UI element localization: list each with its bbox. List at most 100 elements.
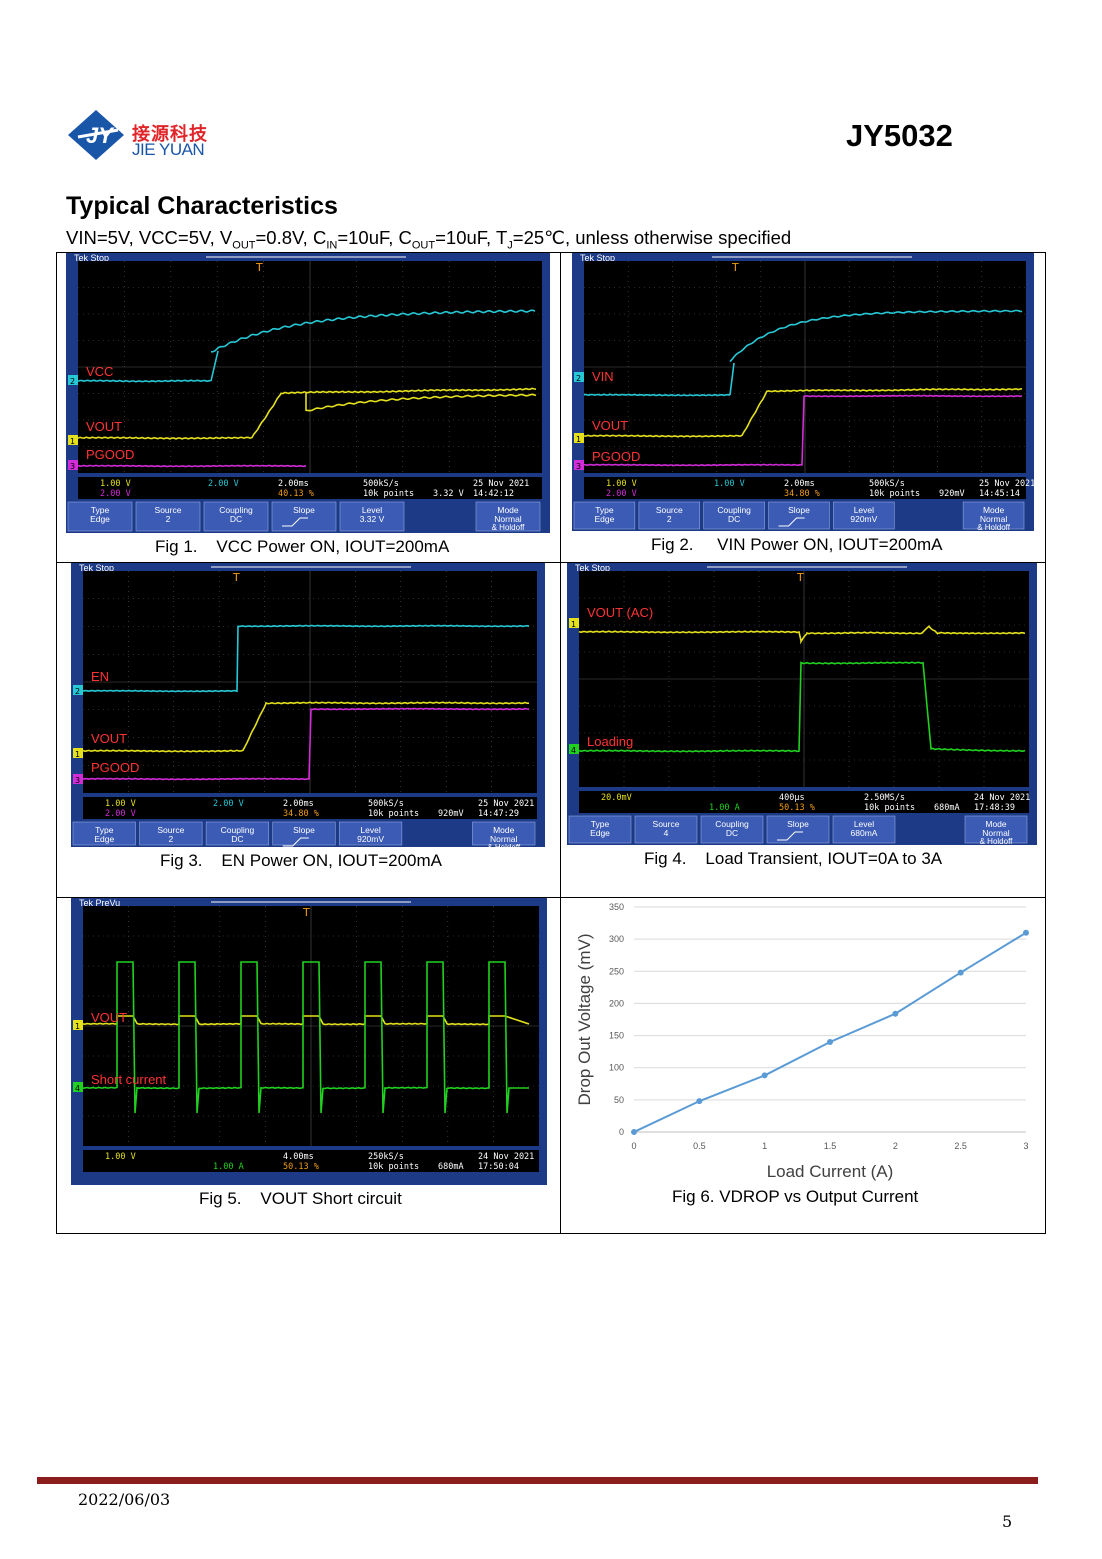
scope-screenshot-fig2: Tek Stop T 2 1 3 VIN VOUT PGOOD 1.00 V 2.00 V 1.00… xyxy=(572,253,1034,531)
menu-label: Coupling xyxy=(717,505,751,515)
menu-value: Edge xyxy=(90,514,110,524)
y-tick-label: 50 xyxy=(614,1095,624,1105)
status-bar xyxy=(78,477,542,499)
menu-value: Normal xyxy=(490,834,518,844)
series-line xyxy=(633,931,1027,1133)
trace-label: VOUT xyxy=(86,419,122,434)
ch1-scale: 1.00 V xyxy=(105,799,136,809)
menu-label: Type xyxy=(91,505,110,515)
data-point xyxy=(892,1010,899,1017)
channel-marker-icon xyxy=(73,1020,83,1030)
trace-label: EN xyxy=(91,669,109,684)
channel-marker-icon xyxy=(68,375,78,385)
trigger-level: 920mV xyxy=(438,809,464,819)
menu-value: 2 xyxy=(166,514,171,524)
menu-label: Coupling xyxy=(219,505,253,515)
waveform-trace xyxy=(82,701,529,753)
acq-date: 25 Nov 2021 xyxy=(478,799,534,809)
channel-marker-icon xyxy=(73,1082,83,1092)
record-length: 10k points xyxy=(363,489,414,499)
menu-label: Type xyxy=(591,819,610,829)
ch1-scale: 1.00 V xyxy=(105,1152,136,1162)
menu-button xyxy=(638,501,701,530)
ch3-scale: 2.00 V xyxy=(606,489,637,499)
trigger-marker-icon: T xyxy=(796,571,804,584)
table-divider xyxy=(56,562,1046,563)
ch1-scale: 1.00 V xyxy=(100,479,131,489)
status-bar xyxy=(83,797,537,819)
channel-number: 1 xyxy=(75,1022,80,1031)
channel-number: 1 xyxy=(70,437,75,446)
trace-label: VOUT (AC) xyxy=(587,605,653,620)
timebase: 2.00ms xyxy=(278,479,309,489)
channel-number: 1 xyxy=(576,435,581,444)
x-tick-label: 1.5 xyxy=(824,1141,837,1151)
vdrop-chart: 0 50 100 150 200 250 300 350 0 0.5 1 1.5 2 2.5 3 Load C… xyxy=(575,902,1029,1181)
trace-label: Loading xyxy=(587,734,633,749)
menu-button xyxy=(766,815,830,844)
record-length: 10k points xyxy=(864,803,915,813)
waveform-trace xyxy=(305,393,537,412)
channel-marker-icon xyxy=(68,435,78,445)
menu-label: Mode xyxy=(983,505,1005,515)
table-divider xyxy=(560,252,561,1234)
menu-value: 920mV xyxy=(357,834,384,844)
x-tick-label: 2.5 xyxy=(954,1141,967,1151)
record-length: 10k points xyxy=(368,809,419,819)
timebase: 400µs xyxy=(779,793,805,803)
menu-label: Source xyxy=(155,505,182,515)
trigger-level: 920mV xyxy=(939,489,965,499)
menu-label: Type xyxy=(595,505,614,515)
channel-number: 1 xyxy=(75,750,80,759)
menu-value: DC xyxy=(230,514,242,524)
acq-date: 24 Nov 2021 xyxy=(974,793,1030,803)
trigger-position: 50.13 % xyxy=(779,803,815,813)
status-bar xyxy=(584,477,1026,499)
figure-caption: Fig 3. EN Power ON, IOUT=200mA xyxy=(160,851,443,870)
company-name-en: JIE YUAN xyxy=(132,140,205,159)
sample-rate: 500kS/s xyxy=(869,479,905,489)
x-tick-label: 3 xyxy=(1023,1141,1028,1151)
scope-screenshot-fig4: Tek Stop T 1 4 VOUT (AC) Loading 20.0mV 1.00 A 4… xyxy=(567,563,1037,845)
record-length: 10k points xyxy=(869,489,920,499)
menu-value: Normal xyxy=(494,514,522,524)
data-point xyxy=(631,1129,637,1135)
ch2-scale: 2.00 V xyxy=(213,799,244,809)
timebase: 2.00ms xyxy=(784,479,815,489)
channel-number: 1 xyxy=(571,620,576,629)
scope-status: Tek Stop xyxy=(74,253,110,263)
scope-status: Tek PreVu xyxy=(79,898,121,908)
figure-caption: Fig 1. VCC Power ON, IOUT=200mA xyxy=(155,537,450,556)
menu-label: Level xyxy=(854,819,874,829)
waveform-trace xyxy=(578,625,1026,645)
menu-button xyxy=(568,815,632,844)
menu-button xyxy=(139,821,203,846)
ch2-scale: 1.00 V xyxy=(714,479,745,489)
y-tick-label: 200 xyxy=(609,998,624,1008)
company-name-cn: 接源科技 xyxy=(132,124,208,145)
x-tick-label: 2 xyxy=(893,1141,898,1151)
menu-label: Mode xyxy=(497,505,519,515)
acq-date: 24 Nov 2021 xyxy=(478,1152,534,1162)
trigger-level: 680mA xyxy=(934,803,960,813)
page-number: 5 xyxy=(1002,1512,1013,1531)
trigger-position: 40.13 % xyxy=(278,489,314,499)
scope-screenshot-fig3: Tek Stop T 2 1 3 EN VOUT PGOOD 1.00 V 2.00 V 2.00 … xyxy=(71,563,545,847)
menu-button xyxy=(338,821,403,846)
y-tick-label: 150 xyxy=(609,1031,624,1041)
menu-value: 2 xyxy=(667,514,672,524)
menu-button xyxy=(271,501,337,532)
trigger-marker-icon: T xyxy=(302,906,310,919)
trace-label: VOUT xyxy=(91,1010,127,1025)
figure-caption: Fig 4. Load Transient, IOUT=0A to 3A xyxy=(644,849,943,868)
y-tick-label: 250 xyxy=(609,966,624,976)
menu-label: Coupling xyxy=(715,819,749,829)
menu-value: 920mV xyxy=(850,514,877,524)
slope-rising-icon xyxy=(778,517,805,527)
trigger-level: 680mA xyxy=(438,1162,464,1172)
menu-button xyxy=(472,821,536,846)
waveform-trace xyxy=(583,394,1023,467)
waveform-trace xyxy=(82,624,530,693)
channel-marker-icon xyxy=(574,372,584,382)
